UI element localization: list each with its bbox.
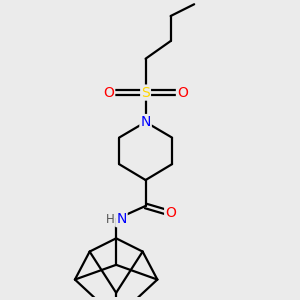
Text: S: S <box>141 85 150 100</box>
Text: O: O <box>165 206 176 220</box>
Text: N: N <box>140 115 151 129</box>
Text: H: H <box>106 213 115 226</box>
Text: N: N <box>116 212 127 226</box>
Text: O: O <box>177 85 188 100</box>
Text: O: O <box>103 85 114 100</box>
